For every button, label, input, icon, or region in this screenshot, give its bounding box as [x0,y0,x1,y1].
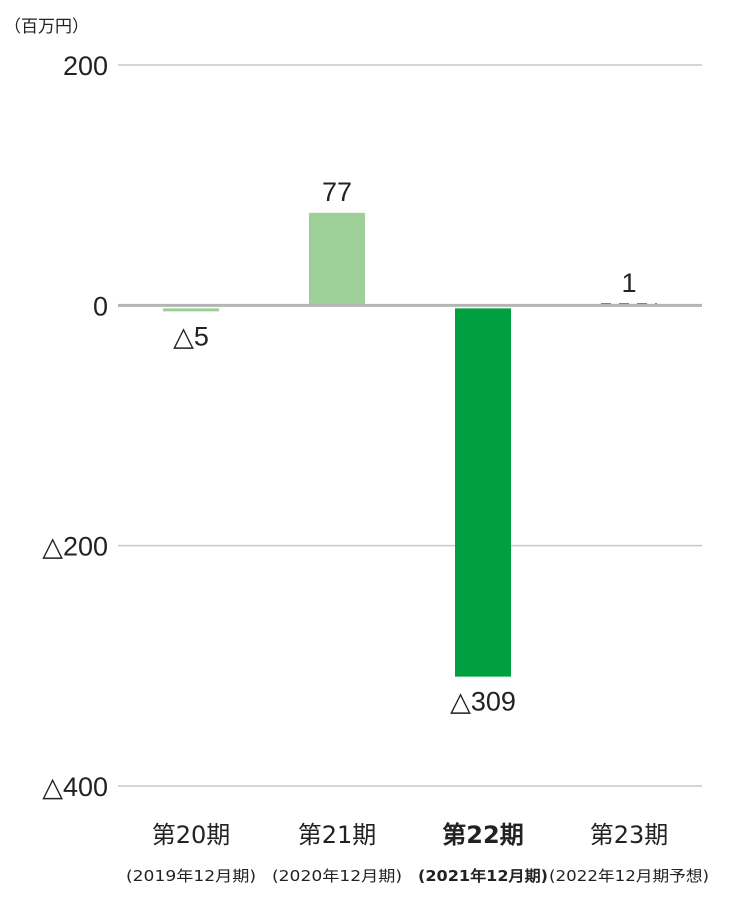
x-category-label: 第20期 [152,821,231,849]
x-period-label: (2020年12月期) [272,867,402,885]
x-category-label: 第23期 [590,821,669,849]
data-label: 77 [322,177,352,207]
x-category-label: 第22期 [442,821,523,849]
data-labels: △5 77 △309 1 [173,177,636,717]
bars [163,212,657,677]
bar [309,212,365,306]
x-period-label: (2021年12月期) [418,867,548,885]
gridlines [118,64,702,787]
y-tick-label: △400 [42,772,108,802]
bar [455,308,511,677]
x-category-label: 第21期 [298,821,377,849]
y-tick-label: △200 [42,532,108,562]
y-tick-label: 0 [93,291,108,321]
x-period-label: (2019年12月期) [126,867,256,885]
bar [163,308,219,312]
x-axis-labels: 第20期 (2019年12月期) 第21期 (2020年12月期) 第22期 (2021年… [126,821,709,885]
data-label: △5 [173,321,209,351]
y-axis-ticks: 200 0 △200 △400 [42,51,108,802]
data-label: △309 [450,687,516,717]
unit-label: （百万円） [4,17,89,37]
x-period-label: (2022年12月期予想) [549,867,709,885]
data-label: 1 [621,268,636,298]
y-tick-label: 200 [63,51,108,81]
